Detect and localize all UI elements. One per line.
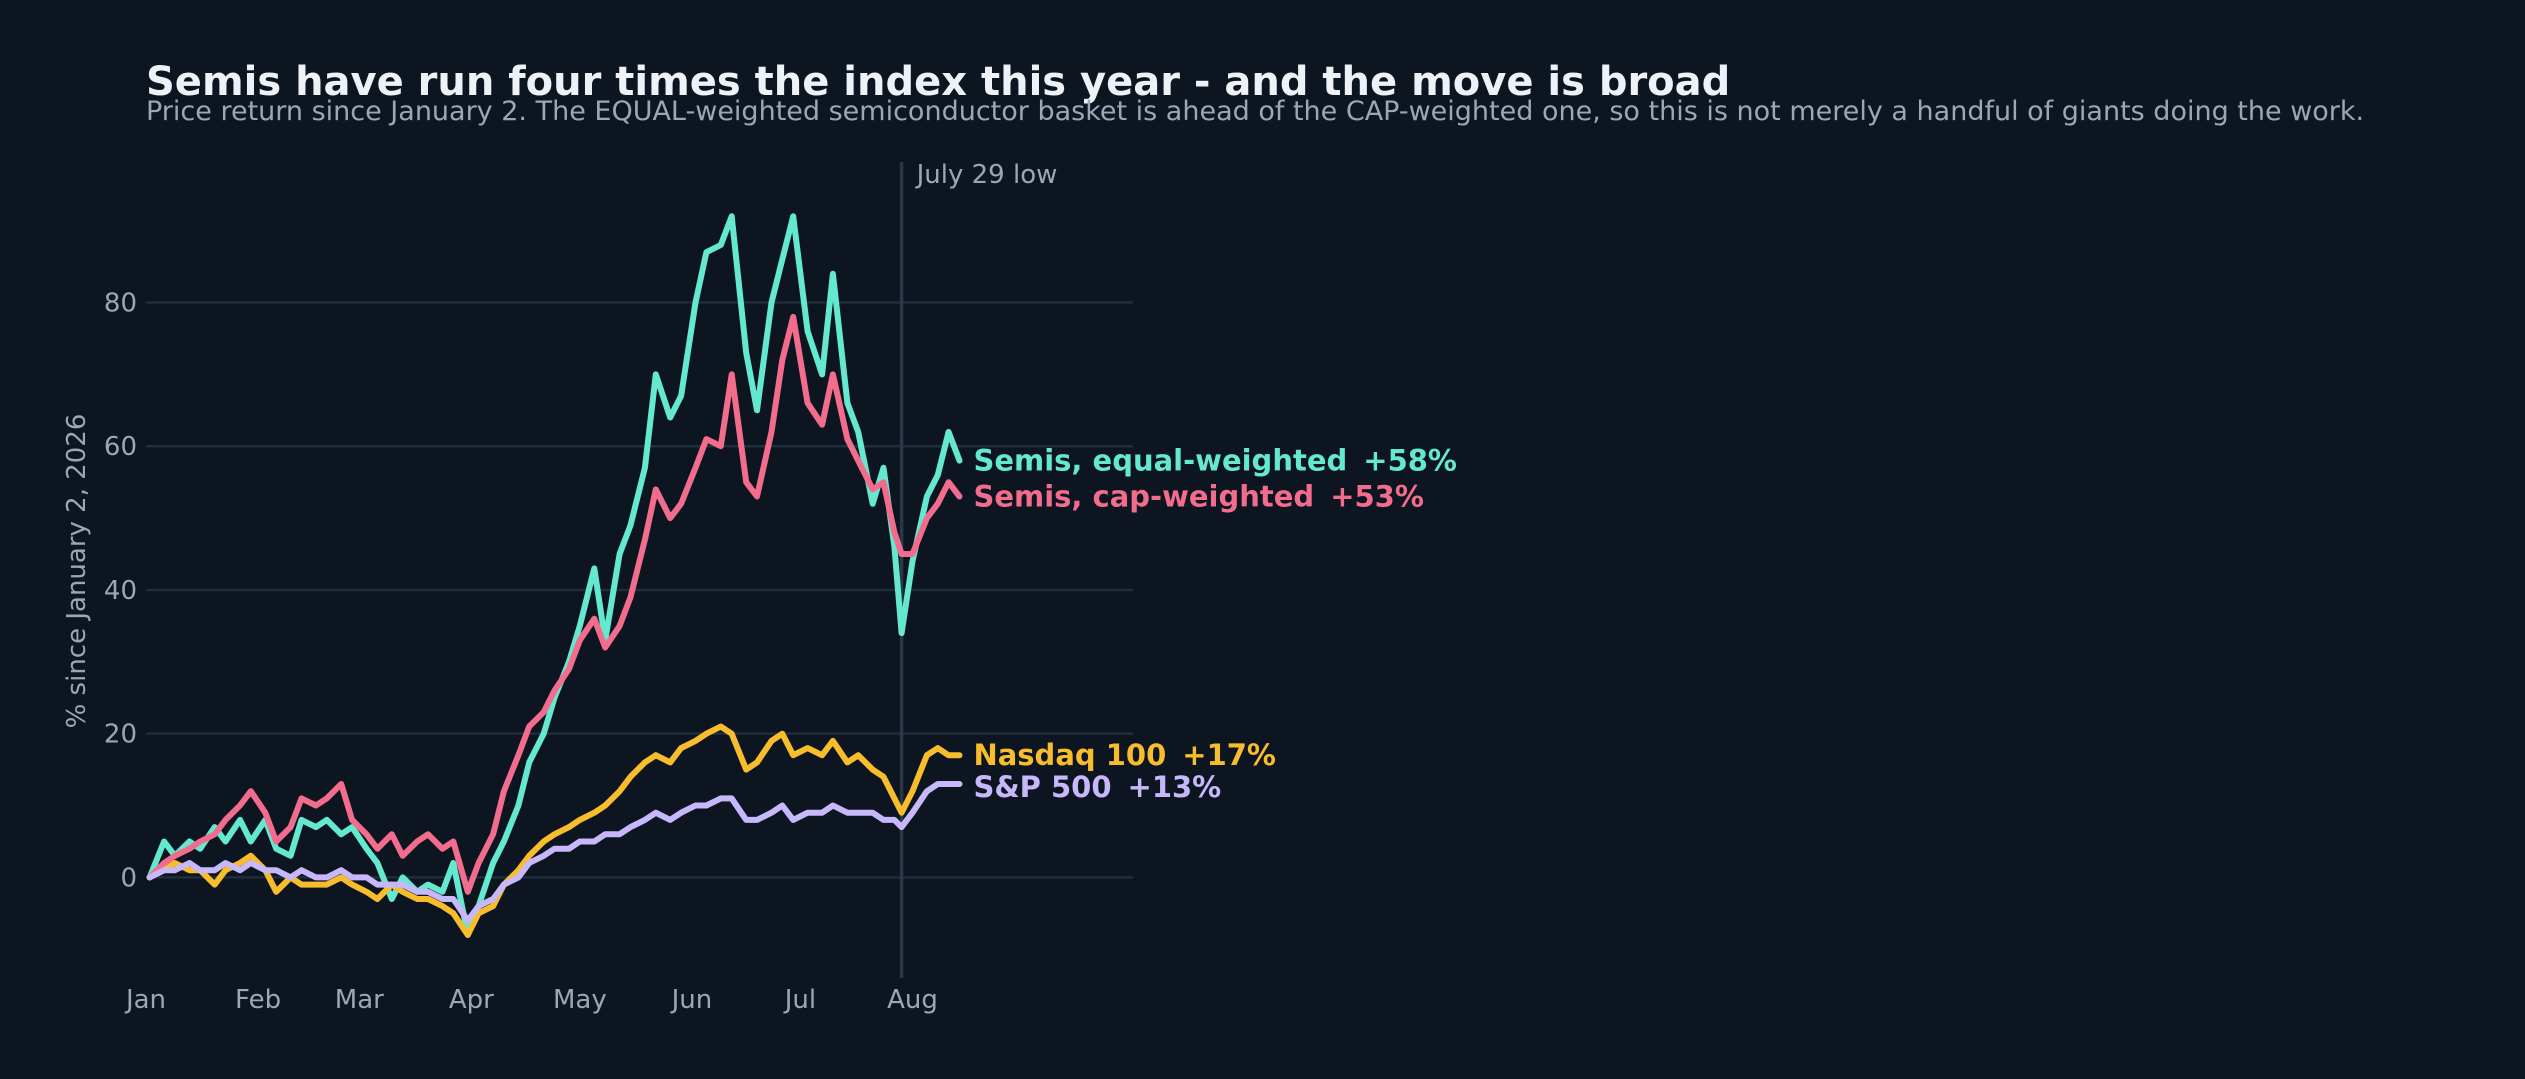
series-line-nasdaq-100: [146, 723, 963, 938]
x-tick-feb: Feb: [235, 985, 281, 1015]
x-tick-may: May: [553, 985, 607, 1015]
y-tick-80: 80: [104, 289, 137, 319]
chart-title: Semis have run four times the index this…: [146, 59, 1730, 105]
y-tick-0: 0: [120, 863, 137, 893]
y-tick-labels: 0 20 40 60 80: [104, 289, 137, 894]
series-labels: Semis, equal-weighted +58%Semis, cap-weig…: [973, 444, 1457, 805]
y-tick-20: 20: [104, 720, 137, 750]
x-tick-jan: Jan: [124, 985, 166, 1015]
annotation: July 29 low: [899, 160, 1058, 978]
series-label-s-p-500: S&P 500 +13%: [973, 770, 1221, 804]
x-tick-apr: Apr: [449, 985, 494, 1015]
x-tick-aug: Aug: [887, 985, 938, 1015]
series-lines: [146, 213, 963, 938]
x-tick-labels: Jan Feb Mar Apr May Jun Jul Aug: [124, 985, 938, 1015]
annotation-label: July 29 low: [915, 160, 1058, 190]
x-tick-jun: Jun: [670, 985, 713, 1015]
y-tick-40: 40: [104, 576, 137, 606]
x-tick-mar: Mar: [335, 985, 384, 1015]
series-line-s-p-500: [146, 781, 963, 924]
series-label-semis-equal-weighted: Semis, equal-weighted +58%: [973, 444, 1457, 478]
series-label-nasdaq-100: Nasdaq 100 +17%: [973, 738, 1276, 772]
x-tick-jul: Jul: [783, 985, 816, 1015]
y-tick-60: 60: [104, 432, 137, 462]
chart-subtitle: Price return since January 2. The EQUAL-…: [146, 96, 2364, 127]
series-line-semis-cap-weighted: [146, 313, 963, 895]
series-label-semis-cap-weighted: Semis, cap-weighted +53%: [973, 480, 1423, 514]
y-axis-label: % since January 2, 2026: [62, 414, 92, 729]
